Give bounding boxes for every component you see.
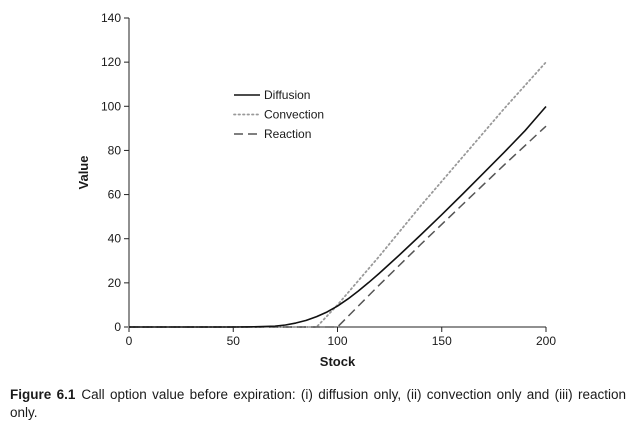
y-tick-label-100: 100 [101,99,121,113]
x-tick-label-100: 100 [327,334,347,348]
y-tick-label-120: 120 [101,55,121,69]
series-line-reaction [129,125,547,328]
y-tick-label-0: 0 [114,320,121,334]
x-tick-label-200: 200 [536,334,556,348]
y-axis-title: Value [76,156,91,190]
y-tick-label-20: 20 [108,276,122,290]
series-line-diffusion [129,105,547,328]
figure-caption: Figure 6.1 Call option value before expir… [10,386,626,422]
legend-label-convection: Convection [264,108,324,122]
caption-label: Figure 6.1 [10,387,76,402]
y-tick-label-80: 80 [108,143,122,157]
x-tick-label-0: 0 [126,334,133,348]
y-tick-label-140: 140 [101,11,121,25]
x-axis-title: Stock [320,354,356,369]
x-tick-label-150: 150 [432,334,452,348]
y-tick-label-60: 60 [108,188,122,202]
x-tick-label-50: 50 [227,334,241,348]
series-line-convection [128,61,547,328]
caption-text: Call option value before expiration: (i)… [10,387,626,420]
legend-label-diffusion: Diffusion [264,88,310,102]
legend-label-reaction: Reaction [264,127,311,141]
chart: 0 20 40 60 80 100 120 140 0 50 100 150 200 Stock Value… [76,11,556,369]
y-tick-label-40: 40 [108,232,122,246]
